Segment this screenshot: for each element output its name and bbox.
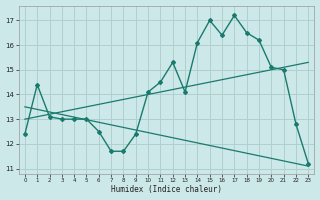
X-axis label: Humidex (Indice chaleur): Humidex (Indice chaleur)	[111, 185, 222, 194]
